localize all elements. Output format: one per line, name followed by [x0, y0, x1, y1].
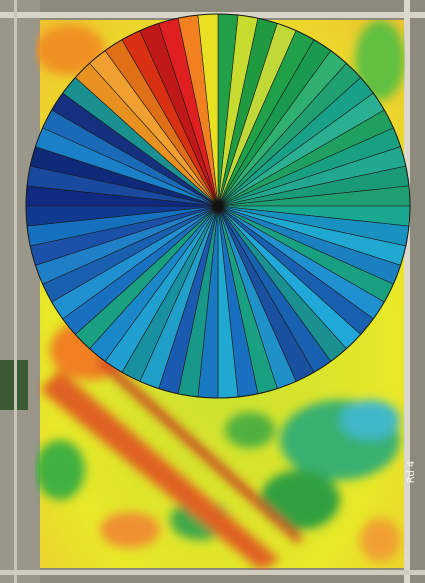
pivot-sectors [25, 13, 411, 399]
road-label: Rd 4 [406, 461, 417, 484]
road-right [404, 0, 410, 583]
road-left [14, 0, 17, 583]
pivot-outline [25, 13, 411, 399]
pivot-center [213, 201, 223, 211]
road-bottom [0, 570, 425, 575]
left-parcel [0, 0, 40, 583]
